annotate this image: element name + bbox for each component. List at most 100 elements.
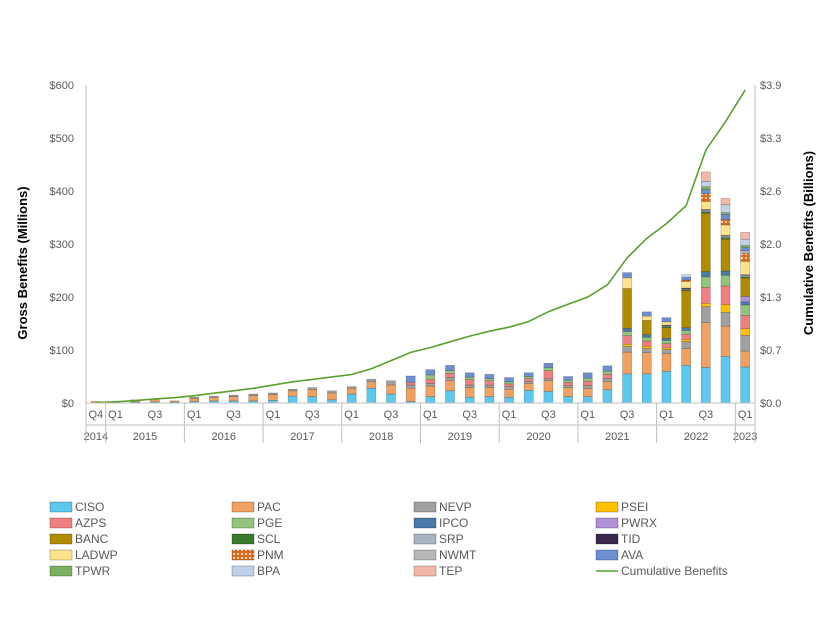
bar-segment-azps: [602, 374, 613, 379]
bar-segment-ciso: [661, 370, 672, 404]
bar-segment-nevp: [563, 385, 573, 388]
bar-segment-bpa: [701, 181, 711, 188]
bar-segment-pac: [622, 351, 632, 375]
bar-segment-bpa: [740, 238, 750, 246]
bar-segment-azps: [445, 373, 455, 378]
bar-segment-tpwr: [740, 245, 750, 248]
legend-label: NWMT: [439, 548, 477, 562]
bar-segment-pge: [681, 330, 691, 335]
bar-segment-nwmt: [740, 250, 750, 254]
bar-segment-pac: [445, 380, 455, 392]
bar-segment-banc: [740, 277, 750, 297]
x-tick-quarter: Q1: [423, 409, 438, 421]
bar-segment-ciso: [346, 393, 357, 404]
bar-segment-pac: [150, 399, 160, 403]
bar-segment-ava: [484, 374, 495, 379]
x-tick-quarter: Q1: [344, 409, 359, 421]
x-tick-quarter: Q1: [266, 409, 281, 421]
bar-segment-pge: [543, 367, 554, 371]
bar-segment-pge: [701, 276, 711, 288]
x-tick-quarter: Q3: [620, 409, 635, 421]
bar-segment-pge: [464, 376, 475, 380]
legend-label: PWRX: [621, 516, 657, 530]
bar-segment-azps: [582, 381, 593, 386]
bar-segment-pge: [622, 331, 632, 336]
bar-segment-ipco: [720, 270, 731, 276]
bar-segment-nevp: [445, 377, 455, 381]
bar-segment-nevp: [622, 346, 632, 353]
bar-segment-ipco: [701, 271, 711, 278]
bar-segment-ladwp: [622, 277, 632, 289]
y-tick-label: $600: [50, 80, 74, 92]
bar-segment-nevp: [346, 386, 357, 389]
bar-segment-ciso: [543, 391, 554, 404]
bar-segment-pac: [523, 383, 534, 391]
bar-segment-ava: [681, 277, 691, 281]
bar-segment-azps: [681, 333, 691, 340]
bar-segment-ava: [642, 311, 652, 317]
legend-label: BANC: [75, 532, 109, 546]
bar-segment-pge: [582, 377, 593, 382]
bar-segment-pnm: [701, 193, 711, 202]
bar-segment-nevp: [386, 380, 396, 386]
bar-segment-ladwp: [701, 201, 711, 210]
bar-segment-pac: [661, 353, 672, 372]
bar-segment-ava: [543, 363, 554, 368]
bar-segment-ladwp: [720, 224, 731, 236]
bar-segment-ciso: [386, 393, 396, 404]
bar-segment-pac: [327, 392, 337, 401]
x-tick-year: 2020: [526, 431, 550, 443]
bar-segment-pac: [287, 390, 298, 397]
bar-segment-azps: [642, 340, 652, 347]
bar-segment-nevp: [602, 378, 613, 383]
bar-segment-tpwr: [701, 186, 711, 190]
y2-tick-label: $0.0: [760, 398, 781, 410]
legend-label: TPWR: [75, 564, 111, 578]
bar-segment-ciso: [464, 396, 475, 404]
plot-area: [91, 89, 750, 404]
bar-segment-azps: [622, 335, 632, 345]
bar-segment-ciso: [307, 396, 318, 404]
bar-segment-ladwp: [740, 261, 750, 275]
legend-label: BPA: [257, 564, 280, 578]
y-axis-left-title: Gross Benefits (Millions): [15, 186, 30, 339]
bar-segment-pac: [642, 352, 652, 375]
bar-segment-azps: [720, 285, 731, 305]
bar-segment-nevp: [740, 334, 750, 352]
bar-segment-psei: [701, 303, 711, 307]
bar-segment-pac: [484, 387, 495, 397]
bar-segment-nevp: [582, 385, 593, 389]
bar-segment-azps: [563, 382, 573, 386]
bar-segment-azps: [543, 370, 554, 379]
x-tick-quarter: Q3: [305, 409, 320, 421]
x-tick-year: 2015: [133, 431, 157, 443]
x-tick-quarter: Q3: [148, 409, 163, 421]
bar-segment-ciso: [740, 366, 750, 404]
bar-segment-ladwp: [642, 315, 652, 321]
x-tick-quarter: Q3: [226, 409, 241, 421]
bar-segment-bpa: [681, 274, 691, 278]
bar-segment-pge: [523, 376, 534, 379]
bar-segment-ciso: [563, 396, 573, 404]
y-axis-left: $0 $100 $200 $300 $400 $500 $600: [50, 80, 74, 410]
bar-segment-psei: [642, 346, 652, 349]
bar-segment-pnm: [720, 219, 731, 226]
bar-segment-ipco: [740, 301, 750, 306]
y-tick-label: $200: [50, 292, 74, 304]
bar-segment-pac: [189, 397, 199, 402]
bar-segment-pge: [425, 374, 436, 380]
bar-segment-ava: [720, 214, 731, 220]
bar-segment-ciso: [681, 365, 691, 404]
x-tick-year: 2023: [733, 431, 757, 443]
bar-segment-pac: [425, 385, 436, 397]
bar-segment-azps: [484, 380, 495, 386]
legend-swatch-nwmt: [413, 549, 437, 561]
bar-segment-azps: [701, 287, 711, 304]
bar-segment-pac: [602, 381, 613, 390]
legend-label: NEVP: [439, 500, 472, 514]
y-tick-label: $400: [50, 186, 74, 198]
bar-segment-pac: [720, 325, 731, 357]
bar-segment-nevp: [464, 384, 475, 388]
bar-segment-nevp: [484, 384, 495, 388]
